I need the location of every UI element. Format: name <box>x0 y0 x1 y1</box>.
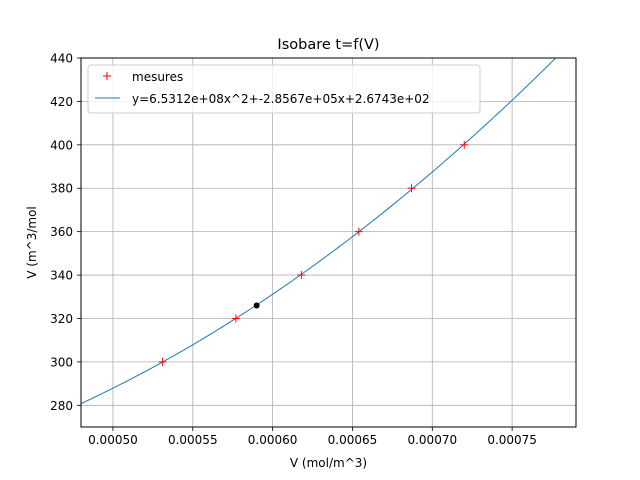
legend: mesures y=6.5312e+08x^2+-2.8567e+05x+2.6… <box>87 64 481 114</box>
chart-title: Isobare t=f(V) <box>277 37 379 53</box>
axes: 0.00050 0.00055 0.00060 0.00065 0.00070 0.000… <box>50 52 537 448</box>
y-tick-label: 360 <box>50 225 73 239</box>
x-tick-label: 0.00050 <box>88 433 138 447</box>
measurement-point <box>297 271 306 280</box>
y-tick-label: 300 <box>50 355 73 369</box>
plot-series <box>81 58 557 405</box>
x-tick-label: 0.00065 <box>328 433 378 447</box>
y-tick-label: 440 <box>50 52 73 66</box>
y-tick-label: 320 <box>50 312 73 326</box>
y-tick-label: 400 <box>50 138 73 152</box>
plot-frame <box>80 57 577 428</box>
x-axis-label: V (mol/m^3) <box>290 456 367 470</box>
legend-label-fit: y=6.5312e+08x^2+-2.8567e+05x+2.6743e+02 <box>132 92 430 106</box>
measurement-point <box>231 314 240 323</box>
y-tick-label: 280 <box>50 399 73 413</box>
x-tick-label: 0.00055 <box>168 433 218 447</box>
measurement-point <box>407 184 416 193</box>
measurement-point <box>460 140 469 149</box>
legend-marker-mesures <box>103 72 111 80</box>
y-tick-label: 420 <box>50 95 73 109</box>
x-tick-label: 0.00075 <box>487 433 537 447</box>
measurement-point <box>158 357 167 366</box>
x-tick-label: 0.00070 <box>407 433 457 447</box>
x-tick-label: 0.00060 <box>248 433 298 447</box>
y-axis-label: V (m^3/mol <box>25 206 39 279</box>
legend-label-mesures: mesures <box>132 70 183 84</box>
legend-box <box>87 64 481 114</box>
highlight-point <box>253 302 260 309</box>
y-tick-label: 340 <box>50 269 73 283</box>
measurement-point <box>354 227 363 236</box>
y-tick-label: 380 <box>50 182 73 196</box>
